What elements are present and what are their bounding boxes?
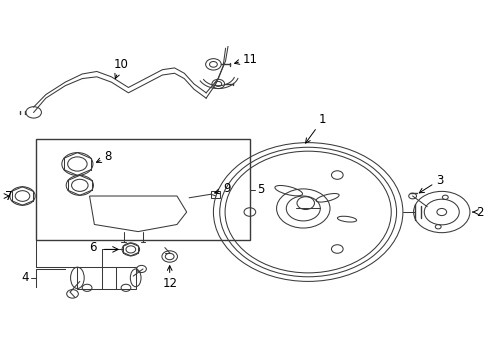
Text: 6: 6 bbox=[89, 241, 97, 254]
Text: 10: 10 bbox=[114, 58, 128, 78]
Text: 8: 8 bbox=[97, 150, 112, 163]
Polygon shape bbox=[90, 196, 187, 231]
Text: 11: 11 bbox=[235, 53, 258, 66]
Text: 9: 9 bbox=[215, 183, 231, 195]
Text: 4: 4 bbox=[21, 271, 29, 284]
Text: 12: 12 bbox=[162, 266, 177, 290]
Bar bbox=[36, 139, 250, 240]
Text: 7: 7 bbox=[4, 189, 12, 203]
Text: 1: 1 bbox=[306, 113, 326, 143]
Bar bbox=[211, 192, 220, 198]
Text: 3: 3 bbox=[419, 174, 443, 193]
Bar bbox=[77, 267, 136, 288]
Text: 2: 2 bbox=[473, 206, 483, 219]
Text: 5: 5 bbox=[257, 183, 265, 196]
